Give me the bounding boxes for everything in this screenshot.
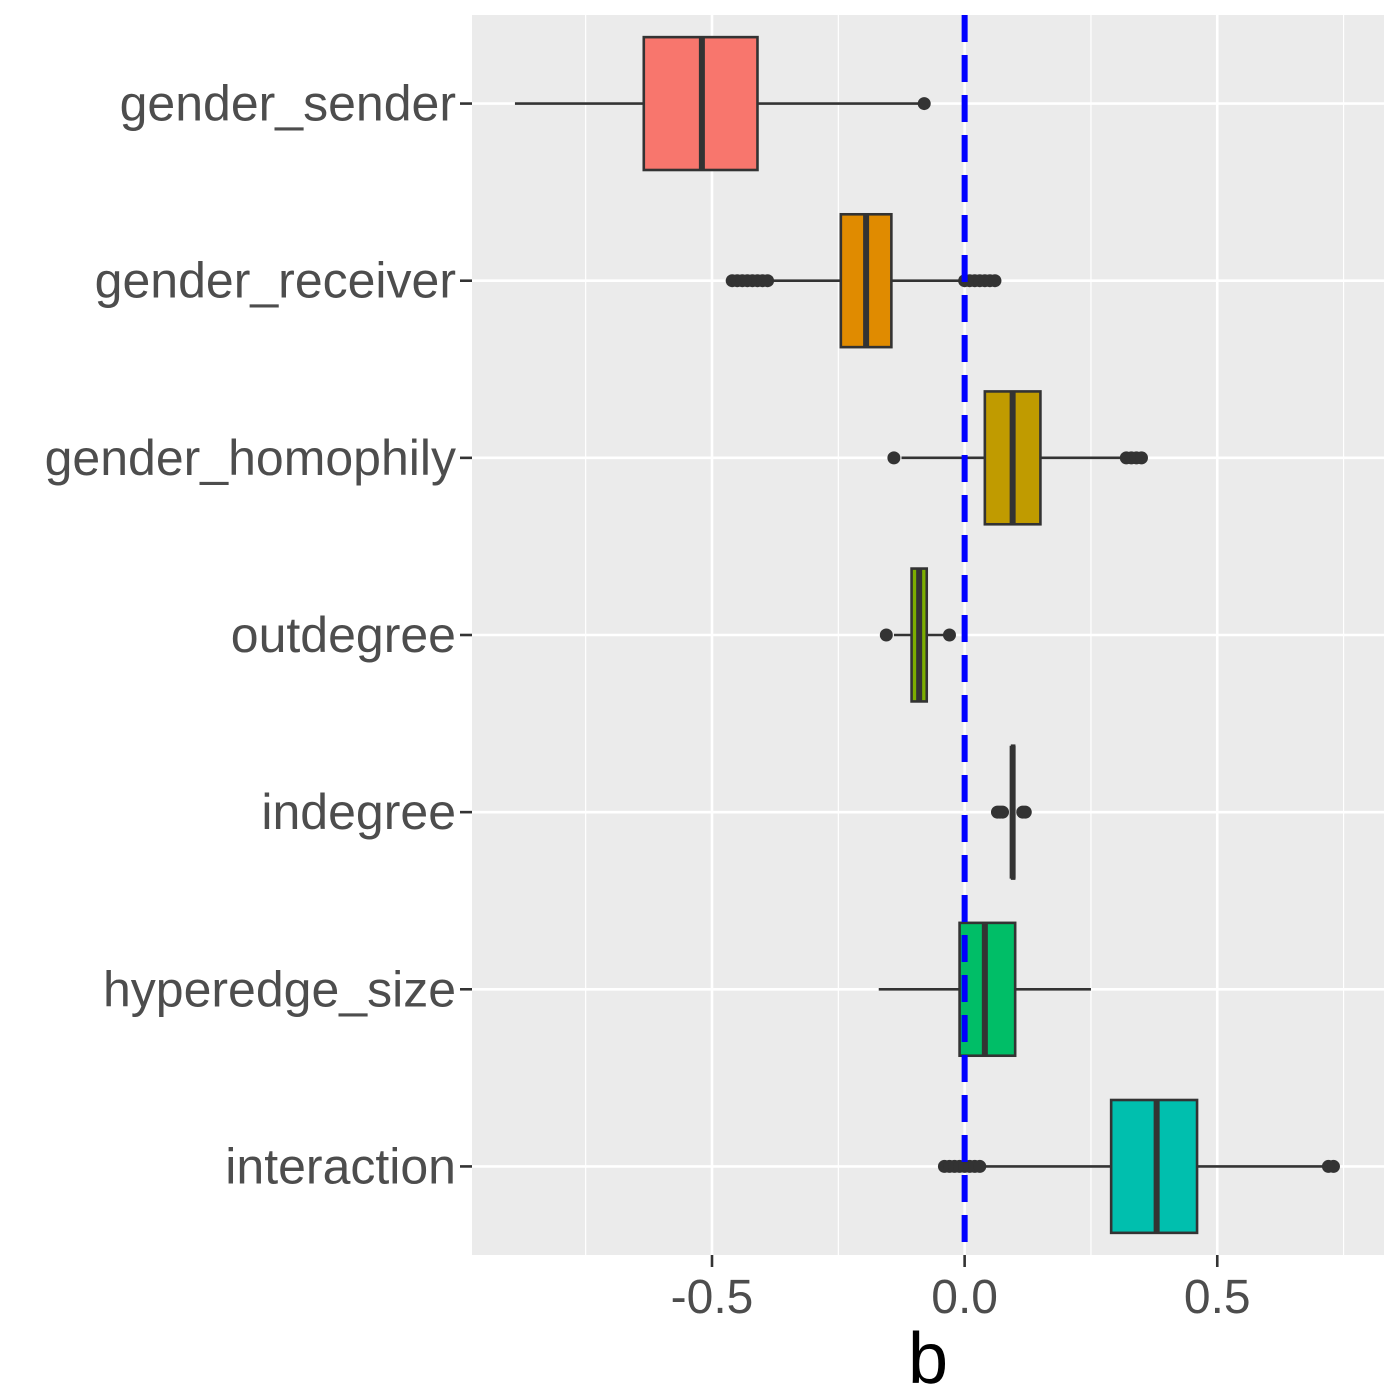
box-gender_sender [514, 35, 931, 172]
category-label: gender_receiver [95, 253, 456, 309]
x-tick-label: 0.5 [1184, 1271, 1251, 1324]
box-hyperedge_size [878, 921, 1091, 1058]
outlier-point [942, 628, 956, 642]
box-interaction [937, 1098, 1340, 1235]
category-label: indegree [261, 784, 456, 840]
outlier-point [1326, 1159, 1340, 1173]
x-axis: -0.5 0.0 0.5 [671, 1255, 1251, 1324]
category-label: gender_homophily [45, 430, 456, 486]
category-label: hyperedge_size [103, 961, 456, 1017]
box-indegree [990, 744, 1032, 880]
outlier-point [1134, 451, 1148, 465]
outlier-point [761, 274, 775, 288]
outlier-point [879, 628, 893, 642]
y-axis: gender_sender gender_receiver gender_homop… [45, 76, 472, 1194]
outlier-point [988, 274, 1002, 288]
outlier-point [996, 805, 1010, 819]
category-label: outdegree [231, 607, 456, 663]
outlier-point [1018, 805, 1032, 819]
x-tick-label: -0.5 [671, 1271, 754, 1324]
outlier-point [887, 451, 901, 465]
outlier-point [973, 1159, 987, 1173]
x-axis-title: b [908, 1319, 948, 1399]
x-tick-label: 0.0 [931, 1271, 998, 1324]
box-outdegree [879, 567, 956, 703]
outlier-point [917, 97, 931, 111]
category-label: gender_sender [120, 76, 456, 132]
box-group [514, 35, 1340, 1235]
box-gender_homophily [887, 390, 1148, 526]
category-label: interaction [225, 1138, 456, 1194]
